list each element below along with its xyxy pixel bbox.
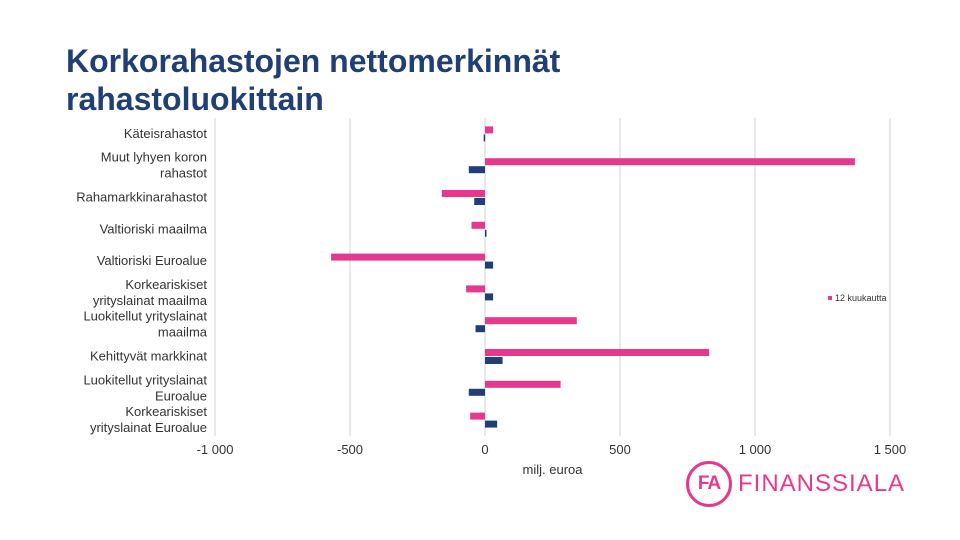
bar-series1-cat9 <box>485 380 561 388</box>
bar-series1-cat10 <box>470 412 485 420</box>
category-label-10-line-1: Korkeariskiset <box>125 404 207 419</box>
category-label-7-line-1: Luokitellut yrityslainat <box>83 309 207 324</box>
category-label-6-line-2: yrityslainat maailma <box>93 293 208 308</box>
bar-series1-cat5 <box>331 253 485 261</box>
category-label-4-line-1: Valtioriski maailma <box>100 221 208 236</box>
x-tick-label-3: 500 <box>609 442 631 457</box>
logo-word: FINANSSIALA <box>738 470 906 497</box>
category-label-5-line-1: Valtioriski Euroalue <box>97 253 207 268</box>
bar-series1-cat4 <box>471 221 485 229</box>
x-tick-label-4: 1 000 <box>739 442 772 457</box>
bar-series2-cat7 <box>475 325 485 333</box>
category-label-9-line-1: Luokitellut yrityslainat <box>83 372 207 387</box>
bar-series2-cat2 <box>468 166 485 174</box>
bar-series1-cat1 <box>485 126 494 134</box>
bar-series1-cat6 <box>466 285 485 293</box>
x-tick-label-0: -1 000 <box>197 442 234 457</box>
x-tick-label-5: 1 500 <box>874 442 907 457</box>
bar-series2-cat3 <box>474 198 485 205</box>
category-label-3-line-1: Rahamarkkinarahastot <box>76 190 207 205</box>
bar-series2-cat4 <box>485 229 487 237</box>
category-label-1-line-1: Käteisrahastot <box>124 126 207 141</box>
x-axis-label: milj. euroa <box>523 462 584 477</box>
bar-series2-cat1 <box>483 134 486 142</box>
legend-label-series1: 12 kuukautta <box>835 293 887 303</box>
bar-series1-cat2 <box>485 158 855 166</box>
logo-mark: FA <box>686 461 732 507</box>
bar-series1-cat3 <box>441 190 485 197</box>
bar-series1-cat8 <box>485 349 710 356</box>
category-label-7-line-2: maailma <box>158 325 208 340</box>
x-tick-label-1: -500 <box>337 442 363 457</box>
category-label-10-line-2: yrityslainat Euroalue <box>90 420 207 435</box>
category-label-2-line-2: rahastot <box>160 166 207 181</box>
title-line-1: Korkorahastojen nettomerkinnät <box>66 43 561 79</box>
category-label-9-line-2: Euroalue <box>155 388 207 403</box>
bar-series2-cat6 <box>485 293 494 301</box>
finanssiala-logo: FA FINANSSIALA <box>686 458 905 510</box>
category-label-8-line-1: Kehittyvät markkinat <box>90 349 207 364</box>
title-line-2: rahastoluokittain <box>66 81 324 117</box>
x-tick-label-2: 0 <box>481 442 488 457</box>
bar-series2-cat8 <box>485 357 503 364</box>
bar-series2-cat5 <box>485 261 494 269</box>
bar-series1-cat7 <box>485 317 577 325</box>
category-label-6-line-1: Korkeariskiset <box>125 277 207 292</box>
legend-swatch-series1 <box>828 296 832 300</box>
bar-series2-cat9 <box>468 388 485 396</box>
category-label-2-line-1: Muut lyhyen koron <box>101 150 207 165</box>
page-title: Korkorahastojen nettomerkinnät rahastolu… <box>66 42 766 118</box>
bar-series2-cat10 <box>485 420 498 428</box>
